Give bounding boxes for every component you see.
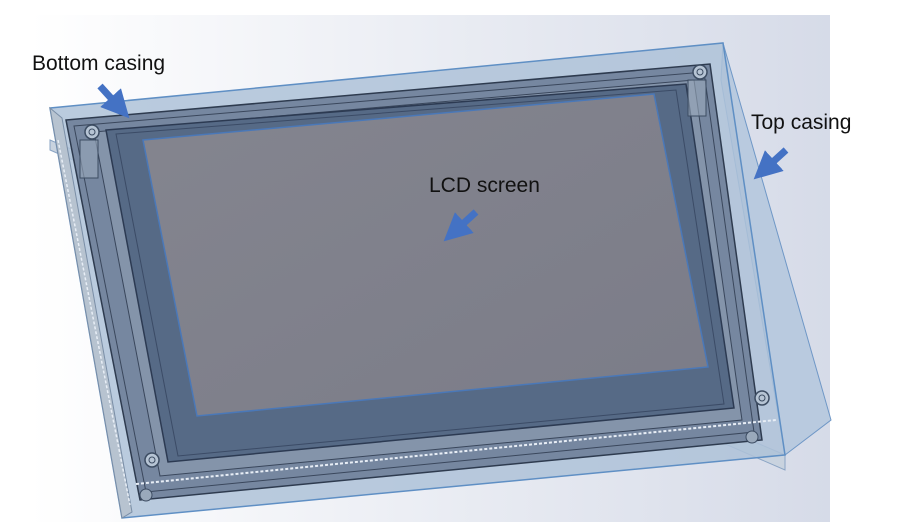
casing-edge-highlight-left — [57, 139, 131, 506]
screw-boss-icon — [745, 390, 770, 444]
lcd-screen — [142, 93, 709, 417]
screw-boss-icon — [79, 124, 100, 179]
bottom-casing-label: Bottom casing — [32, 52, 166, 75]
arrow-icon — [97, 83, 130, 119]
casing-edge-highlight — [135, 419, 777, 485]
screw-boss-icon — [687, 64, 708, 117]
screw-boss-icon — [139, 452, 160, 502]
top-casing-label: Top casing — [751, 111, 852, 134]
arrow-icon — [753, 147, 789, 180]
arrow-icon — [443, 209, 479, 242]
lcd-screen-label: LCD screen — [429, 174, 540, 197]
